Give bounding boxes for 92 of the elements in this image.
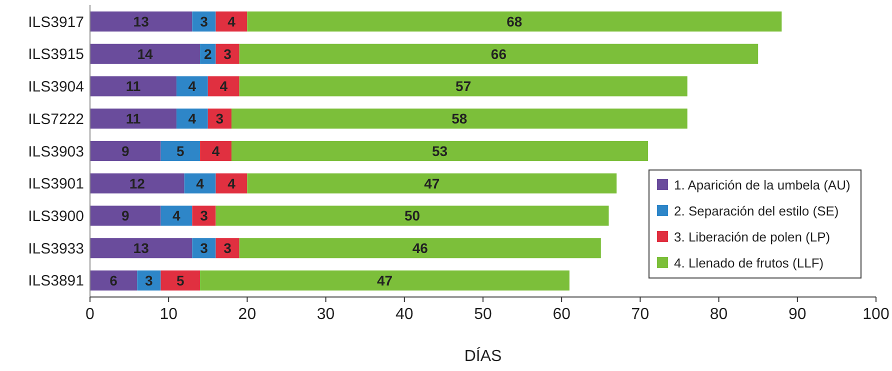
bar (247, 11, 782, 32)
x-tick-label: 20 (238, 306, 256, 323)
bar (216, 11, 248, 32)
x-axis-title: DÍAS (464, 347, 502, 365)
data-label: 3 (200, 13, 208, 30)
legend-label: 4. Llenado de frutos (LLF) (674, 256, 824, 271)
bar (239, 238, 601, 258)
bar (208, 76, 240, 96)
data-label: 53 (432, 142, 448, 159)
data-label: 57 (456, 78, 472, 94)
x-tick-label: 0 (86, 306, 95, 323)
data-label: 4 (196, 175, 204, 192)
data-label: 4 (212, 142, 220, 159)
data-label: 6 (110, 272, 118, 288)
data-label: 68 (506, 13, 522, 30)
bar (90, 206, 161, 226)
data-label: 12 (129, 175, 146, 192)
data-label: 2 (204, 46, 212, 62)
data-label: 5 (176, 142, 184, 159)
data-label: 11 (126, 78, 141, 94)
x-tick-label: 80 (710, 306, 728, 323)
x-tick-label: 100 (862, 306, 890, 323)
bar (200, 270, 570, 291)
bar (90, 108, 176, 129)
bar (90, 44, 200, 64)
y-tick-label: ILS3900 (28, 208, 84, 225)
data-label: 4 (228, 13, 236, 30)
bar (216, 173, 248, 194)
data-label: 3 (200, 208, 208, 224)
data-label: 13 (133, 13, 150, 30)
legend-label: 2. Separación del estilo (SE) (674, 204, 839, 219)
y-tick-label: ILS3933 (28, 240, 84, 258)
bar (231, 108, 688, 129)
y-tick-label: ILS3904 (28, 78, 84, 96)
y-tick-label: ILS3903 (28, 143, 84, 160)
bar (184, 173, 216, 194)
data-label: 4 (172, 208, 181, 224)
data-label: 47 (424, 175, 440, 192)
bar (200, 140, 232, 162)
data-label: 4 (188, 110, 196, 127)
data-label: 58 (452, 110, 468, 127)
y-tick-label: ILS3915 (28, 46, 84, 64)
bar (192, 238, 216, 258)
bar (160, 270, 200, 291)
data-label: 5 (176, 272, 184, 288)
data-label: 9 (121, 208, 130, 224)
bar (160, 206, 192, 226)
legend-label: 3. Liberación de polen (LP) (674, 230, 830, 245)
data-label: 47 (376, 272, 393, 288)
x-tick-label: 30 (316, 306, 335, 323)
y-tick-label: ILS7222 (28, 110, 84, 128)
x-tick-label: 90 (788, 306, 806, 323)
bar (216, 206, 609, 226)
x-tick-label: 60 (552, 306, 571, 323)
data-label: 11 (126, 110, 141, 127)
data-label: 4 (220, 78, 228, 94)
bar (176, 76, 208, 96)
bar (90, 76, 176, 96)
x-tick-label: 40 (396, 306, 414, 323)
data-label: 3 (216, 110, 224, 127)
bar (231, 140, 648, 162)
bar (90, 140, 161, 162)
y-tick-label: ILS3891 (28, 272, 84, 290)
data-label: 9 (121, 142, 130, 159)
y-tick-label: ILS3917 (28, 14, 84, 31)
legend-label: 1. Aparición de la umbela (AU) (674, 178, 850, 193)
bar (239, 44, 758, 64)
bar (160, 140, 200, 162)
x-tick-label: 50 (474, 306, 492, 323)
bar (192, 206, 216, 226)
data-label: 3 (224, 240, 232, 256)
data-label: 46 (412, 240, 428, 256)
data-label: 3 (200, 240, 208, 256)
bar (247, 173, 617, 194)
data-label: 4 (228, 175, 236, 192)
x-tick-label: 10 (160, 306, 178, 323)
bar (90, 173, 184, 194)
data-label: 14 (137, 46, 154, 62)
bar (90, 270, 138, 291)
data-label: 13 (133, 240, 150, 256)
bar (90, 238, 192, 258)
data-label: 3 (145, 272, 154, 288)
bar (176, 108, 208, 129)
data-label: 4 (188, 78, 196, 94)
bar (90, 11, 192, 32)
data-label: 3 (224, 46, 232, 62)
bar (239, 76, 688, 96)
x-tick-label: 70 (631, 306, 650, 323)
data-label: 50 (404, 208, 420, 224)
data-label: 66 (490, 46, 507, 62)
y-tick-label: ILS3901 (28, 176, 84, 193)
bar (192, 11, 216, 32)
